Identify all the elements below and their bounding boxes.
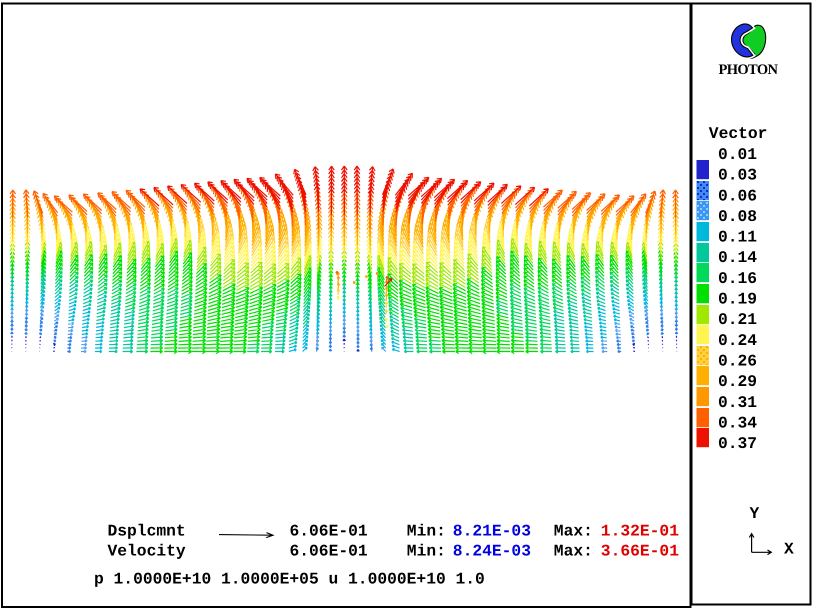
- svg-text:Max:: Max:: [554, 521, 593, 540]
- svg-text:0.19: 0.19: [718, 290, 757, 309]
- svg-text:Min:: Min:: [407, 521, 446, 540]
- svg-text:Y: Y: [750, 504, 760, 523]
- svg-text:0.01: 0.01: [718, 145, 757, 164]
- svg-text:6.06E-01: 6.06E-01: [290, 521, 368, 540]
- svg-text:0.11: 0.11: [718, 228, 757, 247]
- svg-text:3.66E-01: 3.66E-01: [601, 541, 679, 560]
- svg-text:0.03: 0.03: [718, 166, 757, 185]
- svg-text:X: X: [784, 540, 794, 559]
- svg-text:0.37: 0.37: [718, 434, 757, 453]
- svg-text:0.34: 0.34: [718, 413, 757, 432]
- svg-text:8.21E-03: 8.21E-03: [453, 521, 531, 540]
- svg-text:Vector: Vector: [709, 124, 768, 143]
- svg-text:0.16: 0.16: [718, 269, 757, 288]
- svg-text:8.24E-03: 8.24E-03: [453, 541, 531, 560]
- svg-text:Velocity: Velocity: [108, 541, 186, 560]
- svg-text:PHOTON: PHOTON: [719, 62, 779, 78]
- svg-text:0.06: 0.06: [718, 186, 757, 205]
- svg-text:0.26: 0.26: [718, 352, 757, 371]
- svg-text:6.06E-01: 6.06E-01: [290, 541, 368, 560]
- svg-text:Max:: Max:: [554, 541, 593, 560]
- svg-text:0.29: 0.29: [718, 372, 757, 391]
- svg-text:p 1.0000E+10 1.0000E+05 u 1.00: p 1.0000E+10 1.0000E+05 u 1.0000E+10 1.0: [94, 569, 485, 588]
- svg-text:0.24: 0.24: [718, 331, 757, 350]
- svg-text:1.32E-01: 1.32E-01: [601, 521, 679, 540]
- svg-text:Dsplcmnt: Dsplcmnt: [108, 521, 186, 540]
- svg-text:0.31: 0.31: [718, 393, 757, 412]
- svg-text:0.14: 0.14: [718, 248, 757, 267]
- svg-text:0.08: 0.08: [718, 207, 757, 226]
- svg-text:0.21: 0.21: [718, 310, 757, 329]
- svg-text:Min:: Min:: [407, 541, 446, 560]
